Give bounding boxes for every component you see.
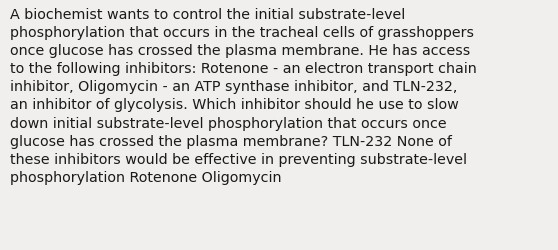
Text: A biochemist wants to control the initial substrate-level
phosphorylation that o: A biochemist wants to control the initia…	[10, 8, 477, 184]
